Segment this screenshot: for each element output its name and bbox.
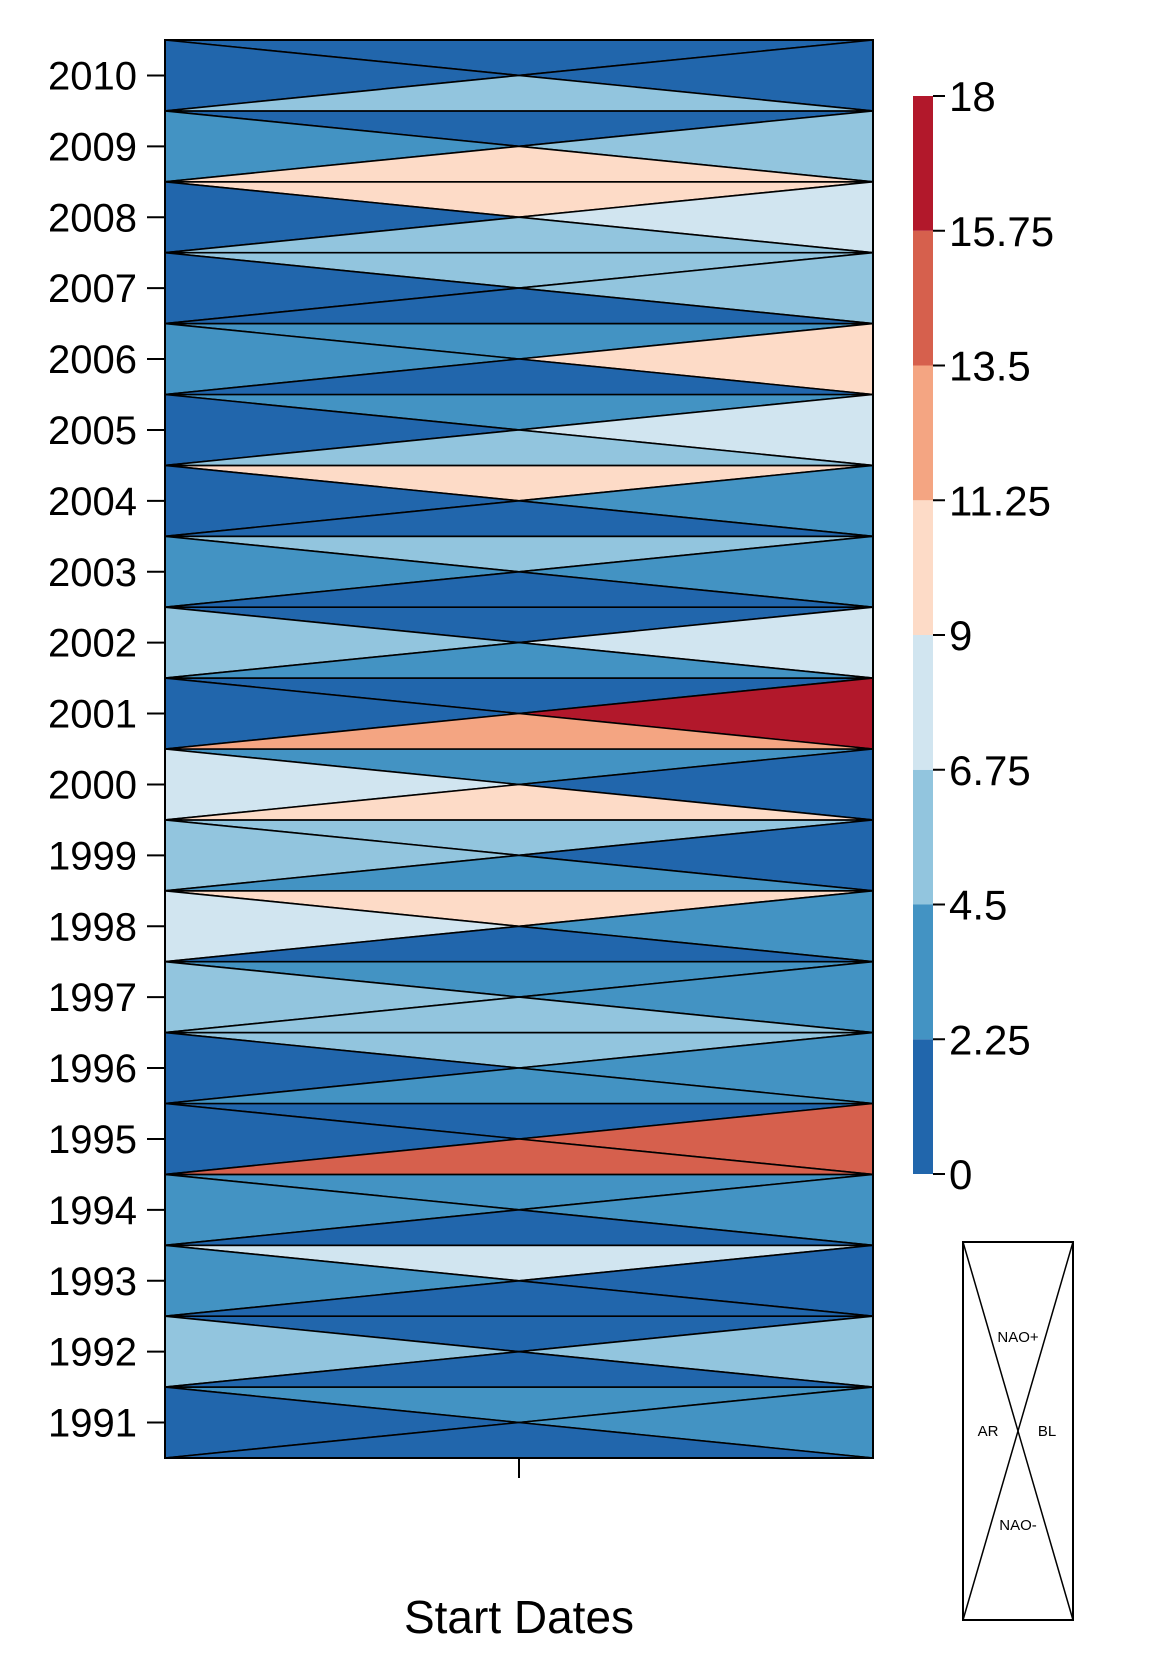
y-tick-label: 1994: [48, 1189, 137, 1233]
y-tick-label: 1992: [48, 1331, 137, 1375]
y-tick-label: 1998: [48, 905, 137, 949]
cell-2008-nao-minus: [164, 216, 874, 254]
colorbar-segment: [913, 365, 933, 501]
y-tick-label: 2007: [48, 267, 137, 311]
cell-2001-nao-minus: [164, 712, 874, 750]
cell-1994-nao-minus: [164, 1209, 874, 1247]
colorbar-tick-label: 0: [949, 1151, 972, 1198]
y-tick-label: 1996: [48, 1047, 137, 1091]
legend-diagonal: [962, 1241, 1074, 1621]
cell-1997-nao-minus: [164, 996, 874, 1034]
cell-1998-nao-minus: [164, 925, 874, 963]
colorbar-tick-label: 18: [949, 73, 996, 120]
cell-2010-nao-minus: [164, 74, 874, 112]
colorbar-segment: [913, 904, 933, 1040]
y-tick-label: 2005: [48, 409, 137, 453]
heatmap-cells: [164, 39, 874, 1459]
colorbar-tick-label: 6.75: [949, 747, 1031, 794]
cell-1992-nao-minus: [164, 1350, 874, 1388]
colorbar-segment: [913, 230, 933, 366]
cell-2009-nao-minus: [164, 145, 874, 183]
y-tick-label: 1995: [48, 1118, 137, 1162]
cell-2005-nao-minus: [164, 429, 874, 467]
y-axis: 1991 1992 1993 1994 1995 1996 1997 1998 1999 2000…: [48, 54, 165, 1446]
y-tick-label: 2003: [48, 551, 137, 595]
colorbar-segment: [913, 500, 933, 635]
colorbar-segment: [913, 1039, 933, 1174]
colorbar-tick-label: 13.5: [949, 343, 1031, 390]
cell-1999-nao-minus: [164, 854, 874, 892]
legend-box: [962, 1241, 1074, 1621]
y-tick-label: 1997: [48, 976, 137, 1020]
colorbar-tick-label: 11.25: [949, 477, 1051, 524]
y-tick-label: 1991: [48, 1402, 137, 1446]
cell-2004-nao-minus: [164, 499, 874, 538]
colorbar-tick-label: 15.75: [949, 208, 1054, 255]
legend: NAO+ AR BL NAO-: [962, 1241, 1074, 1621]
y-tick-label: 1999: [48, 834, 137, 878]
colorbar-tick-label: 9: [949, 612, 972, 659]
y-tick-label: 2010: [48, 54, 137, 98]
cell-1993-nao-minus: [164, 1280, 874, 1317]
y-tick-label: 2006: [48, 338, 137, 382]
legend-label-bottom: NAO-: [999, 1517, 1037, 1534]
colorbar-segment: [913, 635, 933, 770]
cell-2000-nao-minus: [164, 783, 874, 821]
cell-1996-nao-minus: [164, 1067, 874, 1105]
y-tick-label: 2000: [48, 763, 137, 807]
colorbar-segment: [913, 96, 933, 231]
cell-2002-nao-minus: [164, 641, 874, 679]
legend-label-left: AR: [978, 1423, 999, 1440]
colorbar-tick-label: 4.5: [949, 882, 1007, 929]
x-axis-label: Start Dates: [404, 1591, 634, 1643]
colorbar-tick-label: 2.25: [949, 1016, 1031, 1063]
legend-label-top: NAO+: [997, 1329, 1039, 1346]
cell-2006-nao-minus: [164, 358, 874, 396]
legend-label-right: BL: [1038, 1423, 1056, 1440]
colorbar-segment: [913, 769, 933, 905]
y-tick-label: 2009: [48, 125, 137, 169]
y-tick-label: 2008: [48, 196, 137, 240]
colorbar: 0 2.25 4.5 6.75 9 11.25 13.5 15.75 18: [913, 73, 1054, 1198]
y-tick-label: 1993: [48, 1260, 137, 1304]
y-tick-label: 2002: [48, 622, 137, 666]
cell-2003-nao-minus: [164, 570, 874, 609]
y-tick-label: 2004: [48, 480, 137, 524]
y-tick-label: 2001: [48, 693, 137, 737]
cell-1995-nao-minus: [164, 1138, 874, 1176]
cell-2007-nao-minus: [164, 287, 874, 325]
